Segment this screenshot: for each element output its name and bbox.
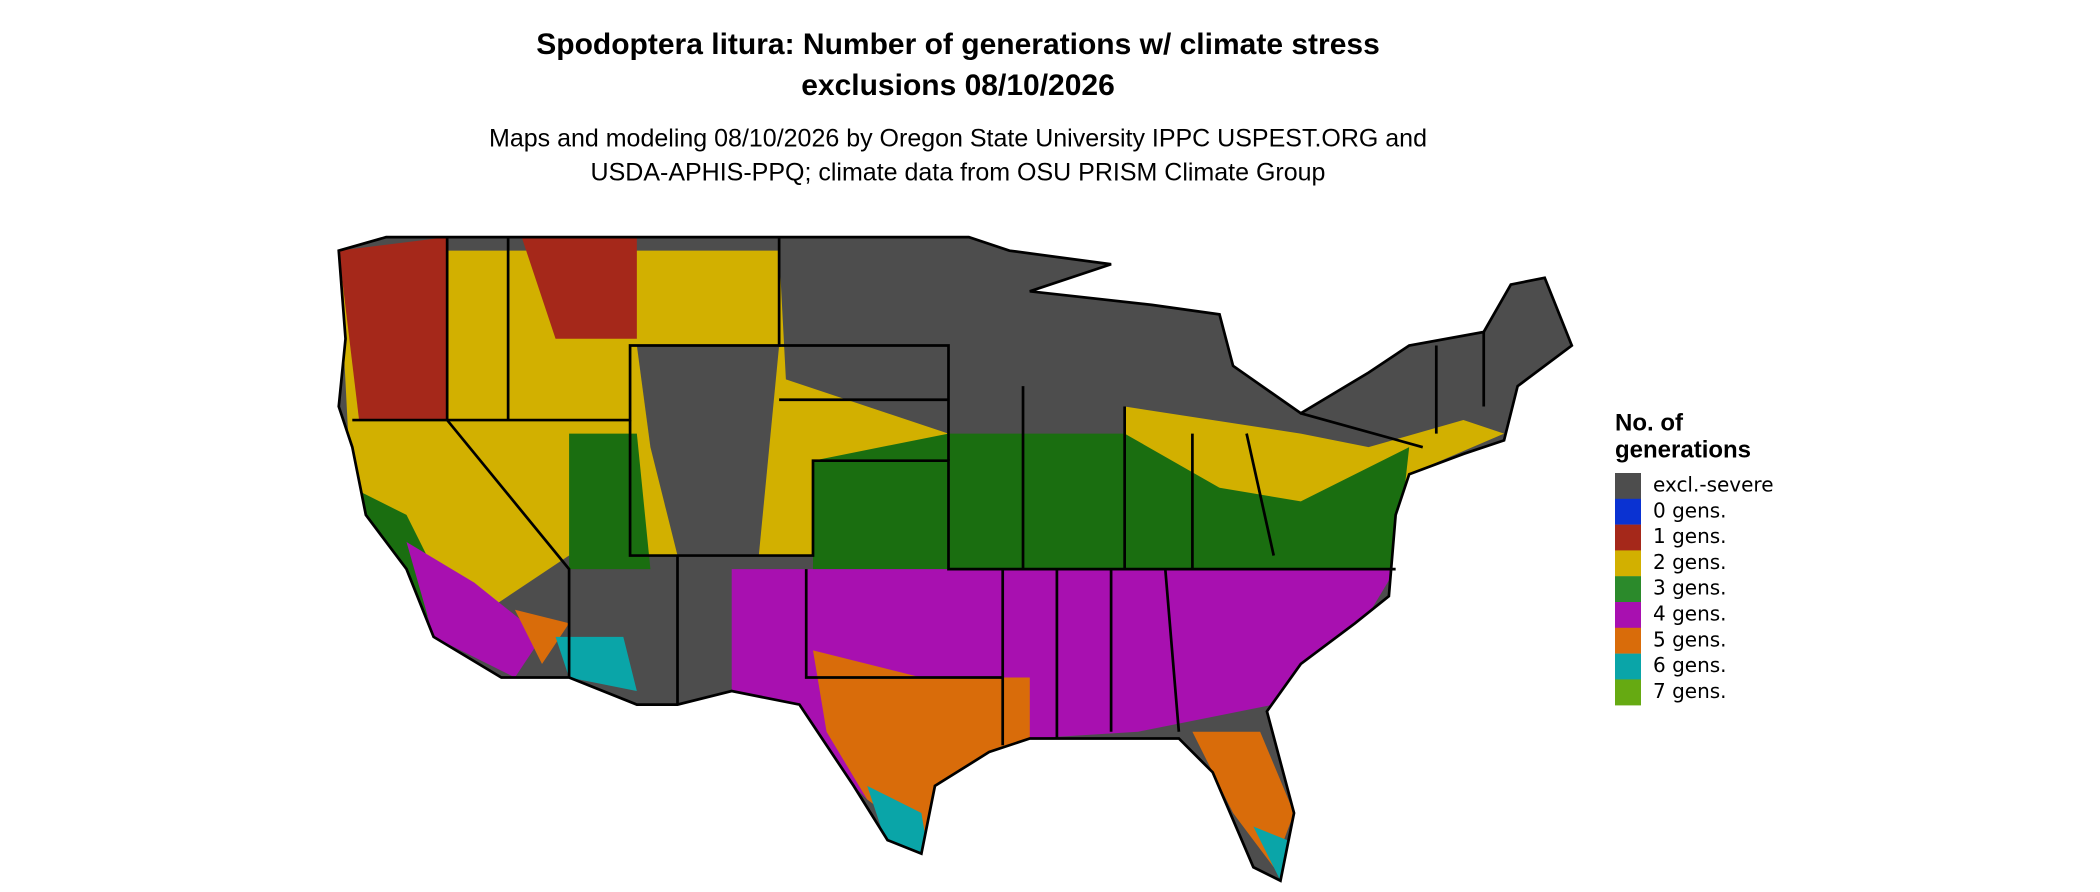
legend-swatch	[1615, 627, 1641, 654]
legend-swatch	[1615, 473, 1641, 499]
legend-swatch	[1615, 602, 1641, 628]
legend-swatch	[1615, 524, 1641, 551]
legend-swatch	[1615, 679, 1641, 706]
legend-label: 3 gens.	[1653, 576, 1727, 600]
title: Spodoptera litura: Number of generations…	[536, 28, 1380, 61]
legend-title: generations	[1615, 436, 1751, 463]
legend-swatch	[1615, 653, 1641, 680]
title: exclusions 08/10/2026	[801, 69, 1115, 102]
legend-label: 0 gens.	[1653, 498, 1727, 522]
legend-label: 2 gens.	[1653, 550, 1727, 574]
subtitle: Maps and modeling 08/10/2026 by Oregon S…	[489, 125, 1427, 153]
legend-label: 5 gens.	[1653, 627, 1727, 651]
legend-swatch	[1615, 550, 1641, 577]
legend-label: 1 gens.	[1653, 524, 1727, 548]
legend-label: 4 gens.	[1653, 602, 1727, 626]
state-borders	[352, 237, 1486, 746]
legend-label: excl.-severe	[1653, 473, 1774, 497]
legend-title: No. of	[1615, 409, 1684, 436]
legend-label: 7 gens.	[1653, 679, 1727, 703]
legend-label: 6 gens.	[1653, 653, 1727, 677]
legend-swatch	[1615, 576, 1641, 603]
legend-swatch	[1615, 498, 1641, 525]
subtitle: USDA-APHIS-PPQ; climate data from OSU PR…	[591, 159, 1326, 187]
